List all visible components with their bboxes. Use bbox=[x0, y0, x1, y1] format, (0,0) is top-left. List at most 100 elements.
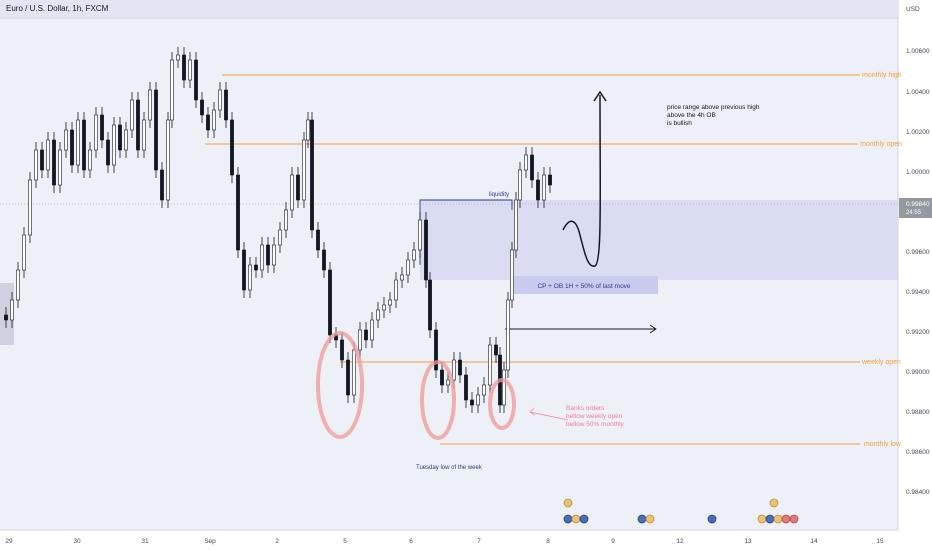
calendar-flag-icon[interactable] bbox=[563, 498, 573, 508]
date-axis-panel[interactable] bbox=[0, 530, 898, 550]
banks-orders-note: Banks orders bellow weekly open bellow 5… bbox=[566, 405, 625, 428]
price-tick-label: 0.99400 bbox=[906, 289, 930, 296]
bullish-candle bbox=[34, 149, 38, 181]
bullish-candle bbox=[212, 109, 216, 131]
bullish-candle bbox=[352, 349, 356, 396]
calendar-flag-icon[interactable] bbox=[769, 498, 779, 508]
bearish-candle bbox=[296, 174, 300, 201]
bearish-candle bbox=[242, 249, 246, 291]
date-tick-label: 5 bbox=[343, 538, 347, 545]
zone-label: CP + OB 1H + 50% of last move bbox=[537, 283, 630, 290]
bearish-candle bbox=[548, 174, 552, 186]
countdown-value: 24:55 bbox=[906, 210, 922, 216]
bullish-candle bbox=[124, 129, 128, 151]
price-tick-label: 0.99000 bbox=[906, 369, 930, 376]
bearish-candle bbox=[82, 119, 86, 171]
bearish-candle bbox=[464, 374, 468, 401]
bullish-candle bbox=[142, 119, 146, 151]
bearish-candle bbox=[428, 279, 432, 331]
bullish-candle bbox=[302, 139, 306, 201]
date-tick-label: 29 bbox=[5, 538, 13, 545]
price-axis-panel[interactable] bbox=[898, 0, 932, 550]
bullish-candle bbox=[94, 114, 98, 151]
price-tick-label: 0.99200 bbox=[906, 329, 930, 336]
current-price-badge[interactable] bbox=[899, 198, 932, 218]
bearish-candle bbox=[236, 174, 240, 251]
banks-note-arrow-head bbox=[529, 407, 536, 416]
date-tick-label: 7 bbox=[477, 538, 481, 545]
us-flag-icon[interactable] bbox=[563, 514, 573, 524]
us-flag-icon[interactable] bbox=[789, 514, 799, 524]
monthly-open-label: monthly open bbox=[860, 141, 902, 148]
date-tick-label: 13 bbox=[744, 538, 752, 545]
currency-label: USD bbox=[906, 6, 920, 13]
circle-annotation-1[interactable] bbox=[316, 331, 364, 439]
bearish-candle bbox=[346, 359, 350, 396]
bearish-candle bbox=[310, 119, 314, 231]
bullish-path-drawing[interactable] bbox=[562, 94, 602, 267]
bullish-candle bbox=[514, 199, 518, 251]
bullish-candle bbox=[306, 119, 310, 141]
us-flag-icon[interactable] bbox=[637, 514, 647, 524]
date-tick-label: 8 bbox=[546, 538, 550, 545]
bullish-candle bbox=[76, 119, 80, 166]
bullish-candle bbox=[476, 394, 480, 406]
eu-flag-icon[interactable] bbox=[773, 514, 783, 524]
bullish-candle bbox=[446, 379, 450, 386]
price-axis-ticks: 1.00600 1.00400 1.00200 1.00000 0.99600 0.994… bbox=[906, 48, 930, 496]
bullish-candle bbox=[542, 174, 546, 201]
symbol-title: Euro / U.S. Dollar, 1h, FXCM bbox=[6, 4, 109, 13]
price-range-note: price range above previous high above th… bbox=[667, 104, 761, 127]
bearish-candle bbox=[458, 359, 462, 376]
bearish-candle bbox=[100, 114, 104, 141]
bearish-candle bbox=[322, 249, 326, 271]
order-block-zone[interactable] bbox=[420, 200, 898, 280]
date-tick-label: 6 bbox=[409, 538, 413, 545]
eu-flag-icon[interactable] bbox=[757, 514, 767, 524]
date-tick-label: 14 bbox=[810, 538, 818, 545]
bearish-candle bbox=[154, 89, 158, 171]
bearish-candle bbox=[266, 244, 270, 266]
us-flag-icon[interactable] bbox=[707, 514, 717, 524]
economic-events-row[interactable] bbox=[563, 498, 799, 524]
bullish-candle bbox=[400, 274, 404, 281]
candlestick-series[interactable] bbox=[4, 47, 552, 413]
bullish-candle bbox=[290, 174, 294, 211]
bullish-candle bbox=[170, 59, 174, 121]
us-flag-icon[interactable] bbox=[765, 514, 775, 524]
price-tick-label: 1.00600 bbox=[906, 48, 930, 55]
bearish-candle bbox=[206, 114, 210, 131]
bullish-candle bbox=[502, 369, 506, 406]
projection-arrow-head bbox=[649, 324, 657, 334]
bearish-candle bbox=[364, 329, 368, 341]
bullish-candle bbox=[260, 244, 264, 271]
bullish-candle bbox=[406, 259, 410, 276]
bearish-candle bbox=[440, 369, 444, 386]
circle-annotation-3[interactable] bbox=[488, 378, 516, 430]
bullish-candle bbox=[358, 329, 362, 351]
price-tick-label: 1.00200 bbox=[906, 129, 930, 136]
bullish-candle bbox=[112, 124, 116, 166]
bullish-candle bbox=[166, 119, 170, 201]
eu-flag-icon[interactable] bbox=[645, 514, 655, 524]
us-flag-icon[interactable] bbox=[781, 514, 791, 524]
price-tick-label: 0.98600 bbox=[906, 449, 930, 456]
bullish-candle bbox=[248, 264, 252, 291]
liquidity-label: liquidity bbox=[489, 192, 509, 198]
circle-annotation-2[interactable] bbox=[420, 360, 456, 440]
eu-flag-icon[interactable] bbox=[571, 514, 581, 524]
bearish-candle bbox=[70, 129, 74, 166]
us-flag-icon[interactable] bbox=[579, 514, 589, 524]
bearish-candle bbox=[328, 269, 332, 336]
price-tick-label: 0.99600 bbox=[906, 249, 930, 256]
bearish-candle bbox=[106, 139, 110, 166]
bullish-candle bbox=[418, 219, 422, 251]
zone-label-box[interactable] bbox=[510, 276, 658, 294]
date-tick-label: 31 bbox=[141, 538, 149, 545]
bearish-candle bbox=[40, 149, 44, 171]
bearish-candle bbox=[4, 314, 8, 321]
bullish-candle bbox=[16, 269, 20, 301]
bullish-candle bbox=[10, 299, 14, 321]
bearish-candle bbox=[530, 154, 534, 181]
